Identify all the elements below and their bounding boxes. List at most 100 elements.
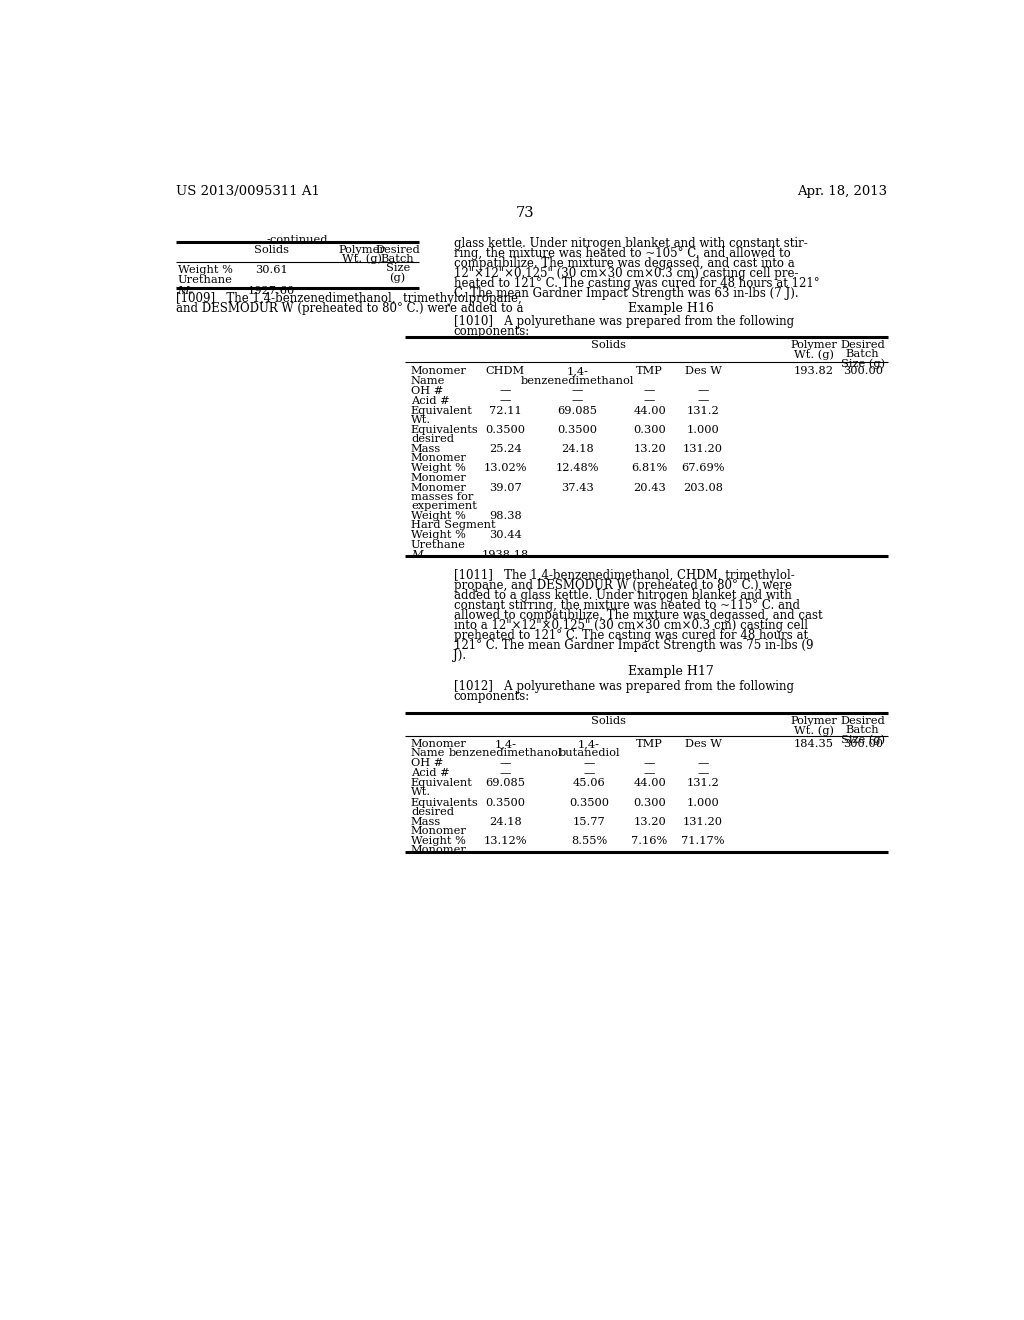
Text: 12"×12"×0.125" (30 cm×30 cm×0.3 cm) casting cell pre-: 12"×12"×0.125" (30 cm×30 cm×0.3 cm) cast… [454, 267, 798, 280]
Text: 1.000: 1.000 [687, 425, 720, 434]
Text: Name: Name [411, 748, 445, 758]
Text: Example H17: Example H17 [628, 665, 714, 678]
Text: Example H16: Example H16 [628, 302, 714, 314]
Text: 30.61: 30.61 [255, 265, 288, 276]
Text: 300.00: 300.00 [843, 739, 883, 748]
Text: Equivalents: Equivalents [411, 797, 478, 808]
Text: compatibilize. The mixture was degassed, and cast into a: compatibilize. The mixture was degassed,… [454, 257, 795, 271]
Text: 13.12%: 13.12% [483, 836, 527, 846]
Text: 69.085: 69.085 [485, 779, 525, 788]
Text: 1.000: 1.000 [687, 797, 720, 808]
Text: 0.3500: 0.3500 [485, 797, 525, 808]
Text: Hard Segment: Hard Segment [411, 520, 496, 531]
Text: Polymer: Polymer [339, 244, 385, 255]
Text: —: — [584, 768, 595, 779]
Text: Mass: Mass [411, 817, 441, 826]
Text: 0.3500: 0.3500 [569, 797, 609, 808]
Text: Acid #: Acid # [411, 396, 450, 405]
Text: 13.02%: 13.02% [483, 463, 527, 474]
Text: 0.300: 0.300 [633, 425, 666, 434]
Text: and DESMODUR W (preheated to 80° C.) were added to a: and DESMODUR W (preheated to 80° C.) wer… [176, 302, 523, 315]
Text: —: — [697, 385, 709, 396]
Text: Urethane: Urethane [411, 540, 466, 549]
Text: 12.48%: 12.48% [556, 463, 599, 474]
Text: constant stirring, the mixture was heated to ~115° C. and: constant stirring, the mixture was heate… [454, 599, 800, 612]
Text: [1012]   A polyurethane was prepared from the following: [1012] A polyurethane was prepared from … [454, 681, 794, 693]
Text: C. The mean Gardner Impact Strength was 63 in-lbs (7 J).: C. The mean Gardner Impact Strength was … [454, 286, 798, 300]
Text: 131.2: 131.2 [687, 779, 720, 788]
Text: 1,4-: 1,4- [579, 739, 600, 748]
Text: Desired: Desired [376, 244, 420, 255]
Text: 67.69%: 67.69% [681, 463, 725, 474]
Text: Des W: Des W [685, 367, 722, 376]
Text: (g): (g) [389, 272, 406, 282]
Text: Equivalent: Equivalent [411, 779, 473, 788]
Text: 71.17%: 71.17% [681, 836, 725, 846]
Text: 24.18: 24.18 [489, 817, 522, 826]
Text: Equivalent: Equivalent [411, 405, 473, 416]
Text: 0.3500: 0.3500 [485, 425, 525, 434]
Text: Wt. (g): Wt. (g) [342, 253, 382, 264]
Text: Wt.: Wt. [411, 414, 431, 425]
Text: Des W: Des W [685, 739, 722, 748]
Text: masses for: masses for [411, 492, 473, 502]
Text: Acid #: Acid # [411, 768, 450, 779]
Text: —: — [500, 768, 511, 779]
Text: 24.18: 24.18 [561, 444, 594, 454]
Text: benzenedimethanol: benzenedimethanol [521, 376, 634, 385]
Text: —: — [644, 768, 655, 779]
Text: 98.38: 98.38 [489, 511, 522, 521]
Text: —: — [500, 396, 511, 405]
Text: Equivalents: Equivalents [411, 425, 478, 434]
Text: 131.2: 131.2 [687, 405, 720, 416]
Text: Urethane: Urethane [177, 275, 232, 285]
Text: propane, and DESMODUR W (preheated to 80° C.) were: propane, and DESMODUR W (preheated to 80… [454, 579, 792, 591]
Text: —: — [644, 758, 655, 768]
Text: Mass: Mass [411, 444, 441, 454]
Text: allowed to compatibilize. The mixture was degassed, and cast: allowed to compatibilize. The mixture wa… [454, 609, 822, 622]
Text: 13.20: 13.20 [633, 444, 666, 454]
Text: [1010]   A polyurethane was prepared from the following: [1010] A polyurethane was prepared from … [454, 315, 794, 329]
Text: 30.44: 30.44 [489, 531, 522, 540]
Text: heated to 121° C. The casting was cured for 48 hours at 121°: heated to 121° C. The casting was cured … [454, 277, 819, 290]
Text: Desired: Desired [841, 715, 885, 726]
Text: added to a glass kettle. Under nitrogen blanket and with: added to a glass kettle. Under nitrogen … [454, 589, 792, 602]
Text: 1,4-: 1,4- [495, 739, 516, 748]
Text: 7.16%: 7.16% [632, 836, 668, 846]
Text: 13.20: 13.20 [633, 817, 666, 826]
Text: 69.085: 69.085 [557, 405, 597, 416]
Text: 39.07: 39.07 [489, 483, 522, 492]
Text: TMP: TMP [636, 739, 663, 748]
Text: —: — [697, 758, 709, 768]
Text: 184.35: 184.35 [794, 739, 834, 748]
Text: 1938.18: 1938.18 [482, 549, 529, 560]
Text: CHDM: CHDM [485, 367, 525, 376]
Text: Size (g): Size (g) [841, 734, 885, 744]
Text: 131.20: 131.20 [683, 444, 723, 454]
Text: 73: 73 [515, 206, 535, 220]
Text: Weight %: Weight % [177, 265, 232, 276]
Text: 0.300: 0.300 [633, 797, 666, 808]
Text: 45.06: 45.06 [572, 779, 605, 788]
Text: Solids: Solids [591, 341, 626, 350]
Text: Weight %: Weight % [411, 836, 466, 846]
Text: Name: Name [411, 376, 445, 385]
Text: Weight %: Weight % [411, 511, 466, 521]
Text: glass kettle. Under nitrogen blanket and with constant stir-: glass kettle. Under nitrogen blanket and… [454, 238, 807, 249]
Text: Monomer: Monomer [411, 367, 467, 376]
Text: Mₑ: Mₑ [177, 285, 194, 296]
Text: [1009]   The 1,4-benzenedimethanol,  trimethylolpropane,: [1009] The 1,4-benzenedimethanol, trimet… [176, 293, 522, 305]
Text: Monomer: Monomer [411, 473, 467, 483]
Text: Solids: Solids [591, 715, 626, 726]
Text: Polymer: Polymer [791, 341, 838, 350]
Text: Desired: Desired [841, 341, 885, 350]
Text: —: — [644, 396, 655, 405]
Text: [1011]   The 1,4-benzenedimethanol, CHDM, trimethylol-: [1011] The 1,4-benzenedimethanol, CHDM, … [454, 569, 795, 582]
Text: 1927.60: 1927.60 [248, 285, 295, 296]
Text: —: — [697, 768, 709, 779]
Text: Batch: Batch [846, 725, 880, 735]
Text: Monomer: Monomer [411, 453, 467, 463]
Text: OH #: OH # [411, 385, 443, 396]
Text: Batch: Batch [381, 253, 415, 264]
Text: Monomer: Monomer [411, 845, 467, 855]
